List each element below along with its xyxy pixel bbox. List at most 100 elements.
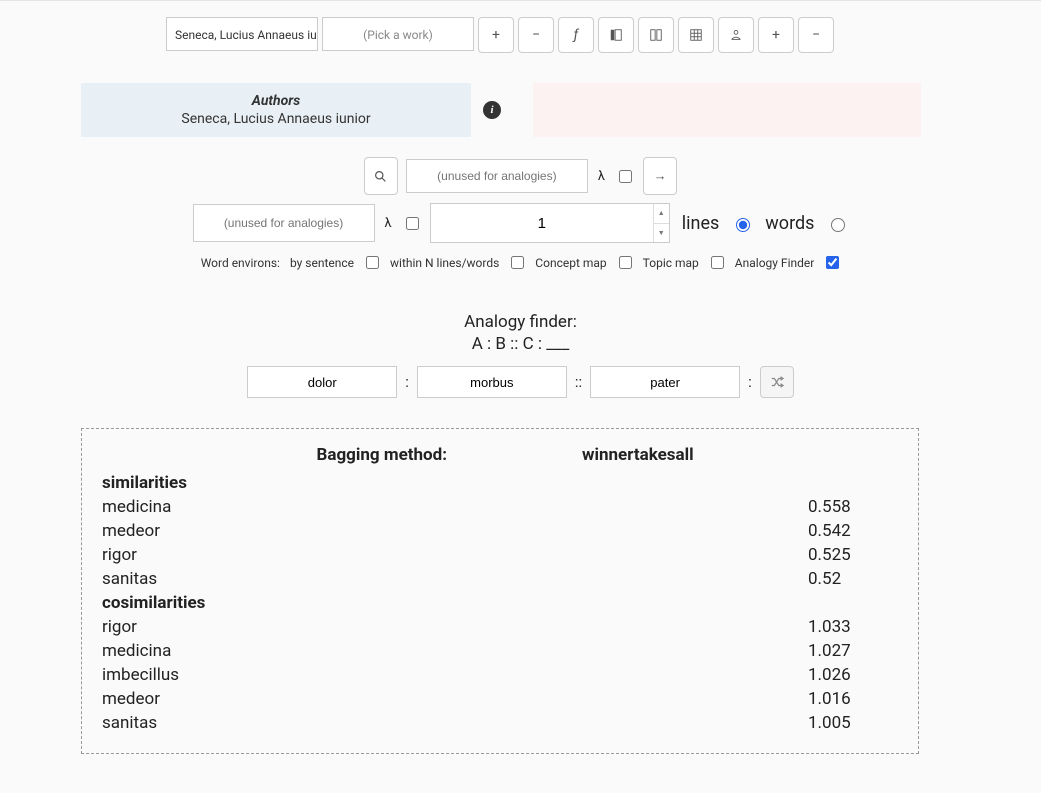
person-icon xyxy=(729,28,743,42)
author-select[interactable]: Seneca, Lucius Annaeus iu xyxy=(166,17,318,51)
section-header: similarities xyxy=(102,471,808,495)
topic-map-label: Topic map xyxy=(643,256,699,270)
table-row: similarities xyxy=(102,471,898,495)
shuffle-icon xyxy=(770,375,784,389)
within-n-checkbox[interactable] xyxy=(511,256,524,269)
options-row: Word environs: by sentence within N line… xyxy=(0,253,1041,272)
shuffle-button[interactable] xyxy=(760,366,794,398)
score-cell xyxy=(808,471,898,495)
within-n-label: within N lines/words xyxy=(390,256,499,270)
plus-icon: + xyxy=(772,27,780,43)
column-split-icon xyxy=(649,28,663,42)
score-cell: 0.525 xyxy=(808,543,898,567)
by-sentence-checkbox[interactable] xyxy=(366,256,379,269)
top-toolbar: Seneca, Lucius Annaeus iu (Pick a work) … xyxy=(166,17,1041,53)
title-row: Authors Seneca, Lucius Annaeus iunior i xyxy=(81,83,921,137)
analogy-finder-checkbox[interactable] xyxy=(826,256,839,269)
lines-radio[interactable] xyxy=(736,218,750,232)
spinner-down[interactable]: ▼ xyxy=(654,224,669,243)
analogy-c-input[interactable] xyxy=(590,366,740,398)
table-row: medicina0.558 xyxy=(102,495,898,519)
search-input-1[interactable] xyxy=(406,159,588,193)
remove-button[interactable]: − xyxy=(518,17,554,53)
spinner-up[interactable]: ▲ xyxy=(654,204,669,224)
score-cell: 1.005 xyxy=(808,711,898,735)
results-box: Bagging method:winnertakesallsimilaritie… xyxy=(81,428,919,754)
remove-2-button[interactable]: − xyxy=(798,17,834,53)
analogy-inputs: : :: : xyxy=(0,366,1041,398)
lambda-checkbox-2[interactable] xyxy=(406,217,419,230)
score-cell: 1.016 xyxy=(808,687,898,711)
term-cell: sanitas xyxy=(102,711,808,735)
term-cell: medicina xyxy=(102,639,808,663)
table-row: Bagging method:winnertakesall xyxy=(102,443,898,471)
grid-icon xyxy=(689,28,703,42)
method-value: winnertakesall xyxy=(582,443,808,471)
analogy-b-input[interactable] xyxy=(417,366,567,398)
table-row: rigor0.525 xyxy=(102,543,898,567)
table-row: sanitas1.005 xyxy=(102,711,898,735)
term-cell: medicina xyxy=(102,495,808,519)
score-cell: 1.033 xyxy=(808,615,898,639)
term-cell: rigor xyxy=(102,615,808,639)
search-row-2: λ ▲ ▼ lines words xyxy=(0,203,1041,243)
chevron-down-icon: ▼ xyxy=(658,229,665,237)
submit-arrow-button[interactable]: → xyxy=(643,157,677,195)
topic-map-checkbox[interactable] xyxy=(711,256,724,269)
number-input[interactable] xyxy=(431,204,653,242)
authors-header: Authors xyxy=(81,93,471,109)
by-sentence-label: by sentence xyxy=(290,256,354,270)
words-radio[interactable] xyxy=(831,218,845,232)
score-cell: 1.026 xyxy=(808,663,898,687)
table-row: medicina1.027 xyxy=(102,639,898,663)
search-row-1: λ → xyxy=(0,157,1041,195)
variant-button[interactable]: ƒ xyxy=(558,17,594,53)
method-label: Bagging method: xyxy=(102,443,582,471)
flourish-icon: ƒ xyxy=(574,27,579,43)
search-button[interactable] xyxy=(364,157,398,195)
works-panel xyxy=(533,83,921,137)
table-row: sanitas0.52 xyxy=(102,567,898,591)
lambda-label-1: λ xyxy=(598,169,605,184)
sep-colon-1: : xyxy=(405,373,409,391)
concept-map-label: Concept map xyxy=(535,256,606,270)
search-icon xyxy=(374,170,387,183)
add-button[interactable]: + xyxy=(478,17,514,53)
score-cell: 0.558 xyxy=(808,495,898,519)
grid-button[interactable] xyxy=(678,17,714,53)
term-cell: imbecillus xyxy=(102,663,808,687)
table-row: medeor1.016 xyxy=(102,687,898,711)
plus-icon: + xyxy=(492,27,500,43)
concept-map-checkbox[interactable] xyxy=(619,256,632,269)
score-cell: 0.52 xyxy=(808,567,898,591)
sep-double: :: xyxy=(575,373,582,391)
column-left-button[interactable] xyxy=(598,17,634,53)
term-cell: rigor xyxy=(102,543,808,567)
minus-icon: − xyxy=(812,27,820,43)
person-button[interactable] xyxy=(718,17,754,53)
arrow-right-icon: → xyxy=(654,168,667,184)
authors-value: Seneca, Lucius Annaeus iunior xyxy=(81,111,471,127)
search-input-2[interactable] xyxy=(193,204,375,242)
score-cell xyxy=(808,591,898,615)
add-2-button[interactable]: + xyxy=(758,17,794,53)
work-select[interactable]: (Pick a work) xyxy=(322,17,474,51)
section-header: cosimilarities xyxy=(102,591,808,615)
column-split-button[interactable] xyxy=(638,17,674,53)
analogy-title: Analogy finder: xyxy=(0,312,1041,332)
lambda-checkbox-1[interactable] xyxy=(619,170,632,183)
authors-panel: Authors Seneca, Lucius Annaeus iunior xyxy=(81,83,471,137)
term-cell: sanitas xyxy=(102,567,808,591)
info-icon[interactable]: i xyxy=(483,101,501,119)
score-cell: 0.542 xyxy=(808,519,898,543)
results-table: Bagging method:winnertakesallsimilaritie… xyxy=(102,443,898,735)
table-row: medeor0.542 xyxy=(102,519,898,543)
words-label: words xyxy=(765,213,814,234)
number-input-wrap: ▲ ▼ xyxy=(430,203,670,243)
chevron-up-icon: ▲ xyxy=(658,209,665,217)
analogy-a-input[interactable] xyxy=(247,366,397,398)
analogy-finder-label: Analogy Finder xyxy=(735,256,815,270)
table-row: cosimilarities xyxy=(102,591,898,615)
analogy-pattern: A : B :: C : ___ xyxy=(0,334,1041,354)
term-cell: medeor xyxy=(102,519,808,543)
